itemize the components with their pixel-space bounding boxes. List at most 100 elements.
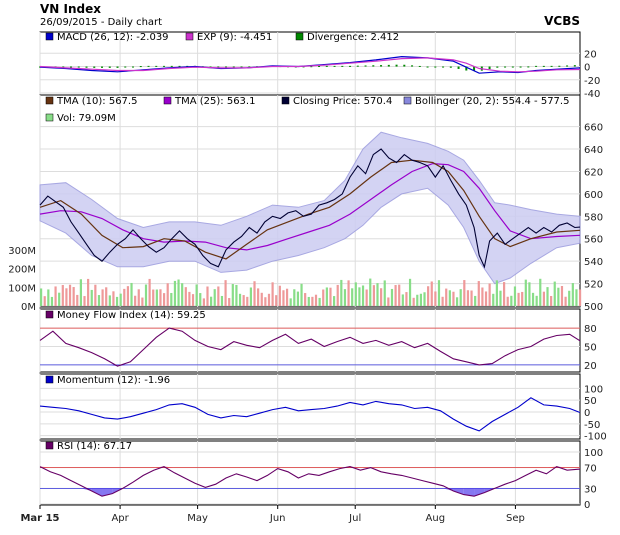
brand-label: VCBS <box>544 14 580 28</box>
macd-divergence-bar <box>434 67 436 68</box>
macd-legend-swatch <box>296 33 303 40</box>
volume-bar <box>69 285 71 306</box>
volume-bar <box>525 280 527 306</box>
volume-bar <box>235 285 237 306</box>
macd-divergence-bar <box>396 65 398 67</box>
momentum-tick-label: 0 <box>584 408 590 419</box>
price-legend-label: TMA (10): 567.5 <box>56 96 137 107</box>
rsi-tick-label: 100 <box>584 448 603 459</box>
x-axis: Mar 15 Apr May Jun Jul Aug Sep <box>20 505 524 524</box>
macd-divergence-bar <box>574 65 576 66</box>
price-legend-swatch <box>404 97 411 104</box>
volume-bar <box>214 289 216 306</box>
volume-bar <box>319 298 321 306</box>
price-legend-label: Bollinger (20, 2): 554.4 - 577.5 <box>415 96 569 107</box>
volume-bar <box>311 297 313 306</box>
macd-divergence-bar <box>520 67 522 68</box>
volume-bar <box>460 289 462 306</box>
volume-bar <box>394 285 396 306</box>
macd-divergence-bar <box>132 67 134 68</box>
volume-bar <box>167 283 169 306</box>
macd-divergence-bar <box>450 67 452 68</box>
volume-bar <box>91 290 93 306</box>
price-legend-label: TMA (25): 563.1 <box>174 96 255 107</box>
volume-bar <box>333 296 335 306</box>
volume-bar <box>362 285 364 306</box>
volume-bar <box>557 288 559 306</box>
macd-divergence-bar <box>318 66 320 67</box>
volume-bar <box>568 291 570 306</box>
volume-bar <box>65 288 67 306</box>
volume-bar <box>206 287 208 306</box>
macd-divergence-bar <box>155 66 157 67</box>
volume-bar <box>257 288 259 306</box>
volume-bar <box>452 292 454 306</box>
volume-bar <box>398 285 400 306</box>
volume-bar <box>409 279 411 306</box>
momentum-legend-label: Momentum (12): -1.96 <box>57 375 170 386</box>
x-axis-month-label: Jun <box>269 513 286 524</box>
macd-divergence-bar <box>334 66 336 67</box>
x-axis-month-label: Mar 15 <box>20 513 59 524</box>
volume-bar <box>272 282 274 306</box>
volume-bar <box>181 283 183 306</box>
volume-bar <box>264 297 266 306</box>
volume-bar <box>315 295 317 306</box>
x-axis-month-label: Jul <box>348 513 361 524</box>
volume-bar <box>47 289 49 306</box>
price-tick-label: 660 <box>584 123 603 134</box>
volume-bar <box>87 279 89 306</box>
volume-bar <box>174 281 176 306</box>
price-legend-label: Closing Price: 570.4 <box>293 96 392 107</box>
volume-bar <box>539 279 541 306</box>
macd-divergence-bar <box>78 67 80 68</box>
volume-tick-label: 0M <box>21 302 36 313</box>
volume-bar <box>145 285 147 306</box>
volume-bar <box>337 285 339 306</box>
x-axis-month-label: May <box>187 513 208 524</box>
volume-bar <box>550 296 552 306</box>
macd-legend-label: Divergence: 2.412 <box>307 32 399 43</box>
macd-divergence-bar <box>349 66 351 67</box>
volume-bar <box>239 294 241 306</box>
volume-bar <box>51 297 53 306</box>
macd-divergence-bar <box>527 66 529 67</box>
price-tick-label: 580 <box>584 212 603 223</box>
panel-macd: 200-20-40MACD (26, 12): -2.039EXP (9): -… <box>39 32 600 100</box>
x-axis-month-label: Aug <box>426 513 446 524</box>
volume-bar <box>134 296 136 306</box>
volume-bar <box>416 295 418 306</box>
volume-bar <box>224 280 226 306</box>
macd-divergence-bar <box>101 67 103 68</box>
mfi-tick-label: 50 <box>584 343 597 354</box>
macd-divergence-bar <box>148 66 150 67</box>
volume-bar <box>431 281 433 306</box>
volume-bar <box>185 287 187 306</box>
price-legend-swatch <box>164 97 171 104</box>
x-axis-month-label: Apr <box>111 513 129 524</box>
rsi-legend-swatch <box>46 442 53 449</box>
macd-divergence-bar <box>543 66 545 67</box>
rsi-tick-label: 30 <box>584 484 597 495</box>
volume-bar <box>105 287 107 306</box>
volume-bar <box>217 286 219 306</box>
macd-divergence-bar <box>489 67 491 70</box>
macd-divergence-bar <box>551 66 553 67</box>
volume-bar <box>543 292 545 306</box>
volume-bar <box>369 279 371 306</box>
volume-bar <box>322 290 324 306</box>
volume-bar <box>94 285 96 306</box>
volume-bar <box>442 297 444 306</box>
volume-bar <box>304 293 306 306</box>
volume-bar <box>329 288 331 306</box>
volume-bar <box>380 288 382 306</box>
x-axis-month-label: Sep <box>506 513 525 524</box>
volume-bar <box>199 293 201 306</box>
volume-bar <box>438 280 440 306</box>
panel-price: 660640620600580560540520500TMA (10): 567… <box>8 95 603 313</box>
volume-bar <box>467 290 469 306</box>
mfi-tick-label: 20 <box>584 361 597 372</box>
volume-bar <box>405 292 407 306</box>
volume-legend-swatch <box>46 114 53 121</box>
